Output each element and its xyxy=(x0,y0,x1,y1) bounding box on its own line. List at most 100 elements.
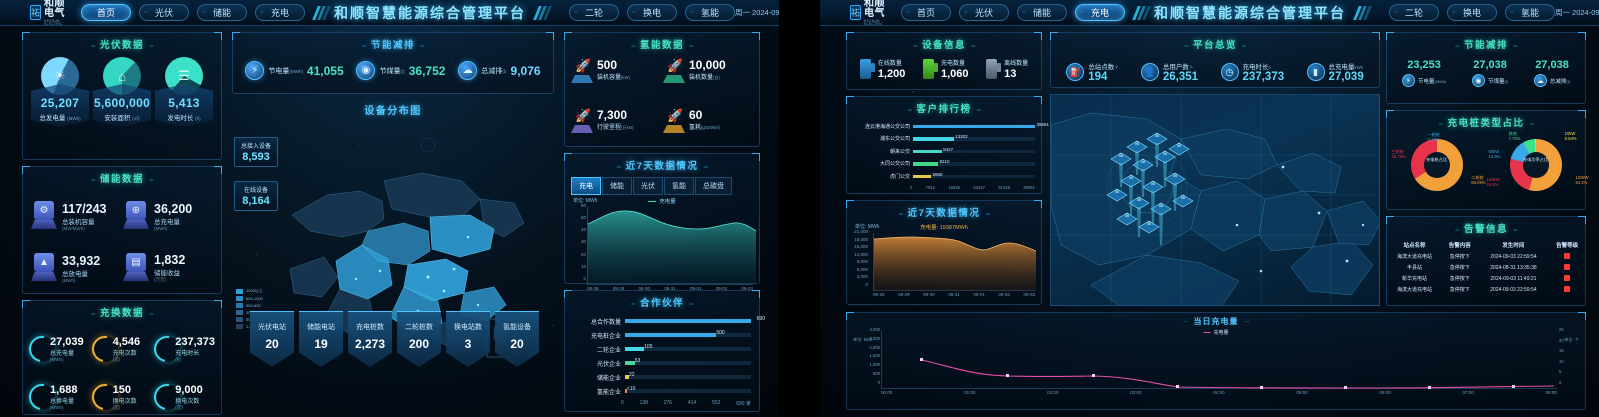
nav-tab-home[interactable]: ···· 首页 xyxy=(80,4,131,21)
hydrogen-metric: 🚀 10,000 装机数量(台) xyxy=(663,58,753,106)
ov-label: 总站点数 xyxy=(1088,64,1115,71)
charge-swap-metric: 4,546 充电次数 (次) xyxy=(86,327,151,371)
svg-text:⊞: ⊞ xyxy=(1141,159,1145,165)
brand-name-cn: 和顺电气 xyxy=(864,0,886,19)
gun-ratio-donut[interactable] xyxy=(1410,139,1463,191)
tab-carbon[interactable]: 总碳盘 xyxy=(695,177,732,195)
stat-flag[interactable]: 光伏电站 20 xyxy=(250,311,294,367)
alarm-header-row: 站点名称 告警内容 发生时间 告警等级 xyxy=(1387,239,1585,251)
hy-label: 氢耗 xyxy=(689,125,702,131)
rocket-icon: 🚀 xyxy=(663,108,685,134)
ov-unit: 个 xyxy=(1188,65,1194,70)
left-nav-group-2[interactable]: ···· 二轮 ···· 换电 ···· 氢能 xyxy=(568,4,735,21)
nav-tab-swap[interactable]: ···· 换电 xyxy=(626,4,677,21)
nav-tab-hydrogen[interactable]: ···· 氢能 xyxy=(684,4,735,21)
ov-unit: h xyxy=(1268,65,1271,70)
cs-value: 4,546 xyxy=(112,335,141,348)
seven-day-legend: 充电量 xyxy=(565,197,759,205)
table-row[interactable]: 新华充电站 急停按下 2024-09-03 11:49:21 xyxy=(1387,273,1585,284)
hy-label: 行驶里程 xyxy=(597,125,622,131)
rank-xaxis: 0 7912 15625 23437 31249 39061 xyxy=(910,184,1035,190)
nav-tab-storage[interactable]: ···· 储能 xyxy=(1016,4,1067,21)
partner-label: 二轮企业 xyxy=(596,347,621,354)
right-nav-group[interactable]: ···· 首页 ···· 光伏 ···· 储能 ···· 充电 xyxy=(900,4,1125,21)
nav-tab-pv[interactable]: ···· 光伏 xyxy=(138,4,189,21)
rank-value: 9427 xyxy=(943,146,954,152)
hy-label: 装机容量 xyxy=(597,75,622,81)
table-row[interactable]: 海滨大道充电站 急停按下 2024-09-03 22:59:54 xyxy=(1387,284,1585,295)
seven-day-xaxis: 08-28 08-29 08-30 08-31 09-01 09-02 09-03 xyxy=(587,286,753,291)
flag-label: 氢能设备 xyxy=(503,324,531,331)
flag-label: 二轮桩数 xyxy=(405,324,433,331)
storage-unit: (MWh) xyxy=(154,225,168,231)
nav-tab-charging[interactable]: ···· 充电 xyxy=(1074,4,1125,21)
nav-tab-twowheel[interactable]: ···· 二轮 xyxy=(568,4,619,21)
rocket-icon: 🚀 xyxy=(571,108,593,134)
svg-text:⊞: ⊞ xyxy=(1151,181,1155,187)
left-nav-group[interactable]: ···· 首页 ···· 光伏 ···· 储能 ···· 充电 xyxy=(80,4,305,21)
gun-ratio-caption: 充电枪占比 xyxy=(1426,157,1447,162)
saving-unit: (MWh) xyxy=(289,68,303,74)
overview-metric: 👤 总用户数个 26,351 xyxy=(1140,61,1198,83)
hy-label: 装机数量 xyxy=(689,75,714,81)
hydrogen-metric: 🚀 500 装机容量(kW) xyxy=(571,58,661,106)
legend-label: 300-600 xyxy=(246,303,261,308)
table-row[interactable]: 海滨大道充电站 急停按下 2024-09-03 22:59:54 xyxy=(1387,251,1585,262)
cs-value: 150 xyxy=(112,383,131,396)
station-map-svg[interactable]: ⊞ ⊞ ⊞ ⊞ ⊞ ⊞ ⊞ ⊞ ⊞ ⊞ ⊞ ⊞ ⊞ ⊞ ⊞ xyxy=(1051,95,1380,306)
svg-text:⊞: ⊞ xyxy=(1119,153,1123,159)
cs-value: 237,373 xyxy=(175,336,215,348)
partner-value: 53 xyxy=(634,358,641,364)
svg-text:⊞: ⊞ xyxy=(1159,203,1163,209)
rocket-icon: 🚀 xyxy=(663,58,685,84)
bolt-icon: ⚡ xyxy=(245,61,265,80)
storage-label: 储能收益 xyxy=(154,270,180,277)
stat-flag[interactable]: 二轮桩数 200 xyxy=(397,311,441,367)
tab-charging[interactable]: 充电 xyxy=(571,177,601,195)
tab-storage[interactable]: 储能 xyxy=(602,177,632,195)
tab-pv[interactable]: 光伏 xyxy=(633,177,663,195)
brand-name-cn: 和顺电气 xyxy=(44,0,66,19)
tab-hydrogen[interactable]: 氢能 xyxy=(664,177,694,195)
chip-label: 在线设备 xyxy=(243,188,268,194)
stat-flag[interactable]: 储能电站 19 xyxy=(299,311,343,367)
right-nav-group-2[interactable]: ···· 二轮 ···· 换电 ···· 氢能 xyxy=(1388,4,1555,21)
pie-tag-other: 其他 7.75% xyxy=(1508,131,1521,142)
china-map-svg[interactable] xyxy=(232,119,554,369)
stat-flag[interactable]: 充电桩数 2,273 xyxy=(348,311,392,367)
power-ratio-donut[interactable] xyxy=(1509,139,1562,191)
seven-day-tabs[interactable]: 充电 储能 光伏 氢能 总碳盘 xyxy=(565,174,759,195)
alarm-content: 急停按下 xyxy=(1449,265,1470,271)
rank-row: 虎门公交 5969 xyxy=(853,170,1035,183)
header-slash-decor-right xyxy=(533,5,552,20)
today-legend: 充电量 xyxy=(1203,329,1229,336)
cs-label: 充电时长 xyxy=(175,351,200,357)
nav-tab-hydrogen[interactable]: ···· 氢能 xyxy=(1504,4,1555,21)
charging-station-map[interactable]: ⊞ ⊞ ⊞ ⊞ ⊞ ⊞ ⊞ ⊞ ⊞ ⊞ ⊞ ⊞ ⊞ ⊞ ⊞ xyxy=(1050,94,1380,306)
charger-pump-icon xyxy=(922,59,938,79)
rank-row: 浦东公交公司 13302 xyxy=(853,133,1035,146)
nav-tab-twowheel[interactable]: ···· 二轮 xyxy=(1388,4,1439,21)
rs-value: 27,038 xyxy=(1535,59,1569,71)
left-dashboard: 祏 和顺电气 HESHUN ELECTRIC ···· 首页 ···· 光伏 ···… xyxy=(0,0,779,417)
svg-text:⊞: ⊞ xyxy=(1155,133,1159,139)
partners-panel: ···· 合作伙伴 ···· 总合作数量 690 充电桩企业 500 二轮企业 10… xyxy=(564,290,765,412)
nav-tab-swap[interactable]: ···· 换电 xyxy=(1446,4,1497,21)
nav-tab-pv[interactable]: ···· 光伏 xyxy=(958,4,1009,21)
nav-tab-home[interactable]: ···· 首页 xyxy=(900,4,951,21)
stat-flag[interactable]: 换电站数 3 xyxy=(446,311,490,367)
right-saving-title: ···· 节能减排 ···· xyxy=(1454,40,1518,51)
rs-value: 27,038 xyxy=(1473,59,1507,71)
china-map-container[interactable]: 总接入设备 8,593 在线设备 8,164 1000以上 600-1000 3… xyxy=(232,119,554,369)
storage-value: 117/243 xyxy=(62,201,107,216)
flag-value: 2,273 xyxy=(354,337,386,351)
saving-value: 41,055 xyxy=(306,63,344,78)
nav-tab-charging[interactable]: ···· 充电 xyxy=(254,4,305,21)
saving-label: 节煤量 xyxy=(379,67,401,75)
right-dashboard: 祏 和顺电气 HESHUN ELECTRIC ···· 首页 ···· 光伏 ···… xyxy=(820,0,1599,417)
battery-icon: ▮ xyxy=(1306,63,1325,81)
table-row[interactable]: 丰县站 急停按下 2024-08-31 13:35:38 xyxy=(1387,262,1585,273)
nav-tab-storage[interactable]: ···· 储能 xyxy=(196,4,247,21)
right-saving-metric: 27,038 ◉ 节煤量(t) xyxy=(1471,59,1508,87)
stat-flag[interactable]: 氢能设备 20 xyxy=(495,311,539,367)
